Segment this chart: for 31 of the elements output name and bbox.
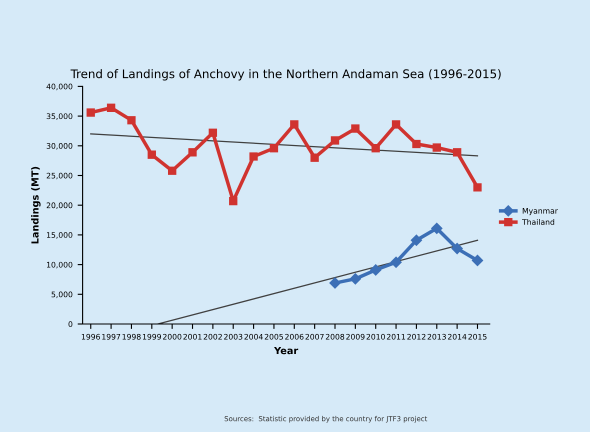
point: [270, 144, 278, 152]
point: [351, 124, 360, 133]
point: [249, 152, 258, 161]
point: [372, 144, 380, 152]
point: [431, 222, 442, 234]
point: [229, 196, 238, 206]
point: [410, 234, 422, 246]
x-axis-title: Year: [274, 346, 298, 354]
point: [86, 108, 95, 117]
point: [290, 120, 298, 129]
chart-title: Trend of Landings of Anchovy in the Northern Andaman Sea (1996-2015): [70, 69, 501, 81]
point: [412, 140, 421, 148]
point: [106, 104, 116, 112]
point: [452, 242, 463, 254]
point: [168, 166, 176, 175]
point: [310, 154, 319, 162]
point: [350, 273, 361, 284]
point: [188, 148, 197, 156]
point: [370, 264, 382, 276]
point: [390, 256, 402, 268]
y-axis-title: Landings (MT): [31, 166, 41, 244]
point: [148, 150, 156, 159]
point: [329, 277, 341, 289]
point: [392, 120, 400, 129]
point: [330, 136, 340, 145]
point: [127, 116, 136, 124]
point: [432, 143, 441, 152]
point: [473, 183, 482, 192]
point: [208, 128, 218, 137]
point: [472, 254, 484, 266]
point: [452, 148, 462, 156]
